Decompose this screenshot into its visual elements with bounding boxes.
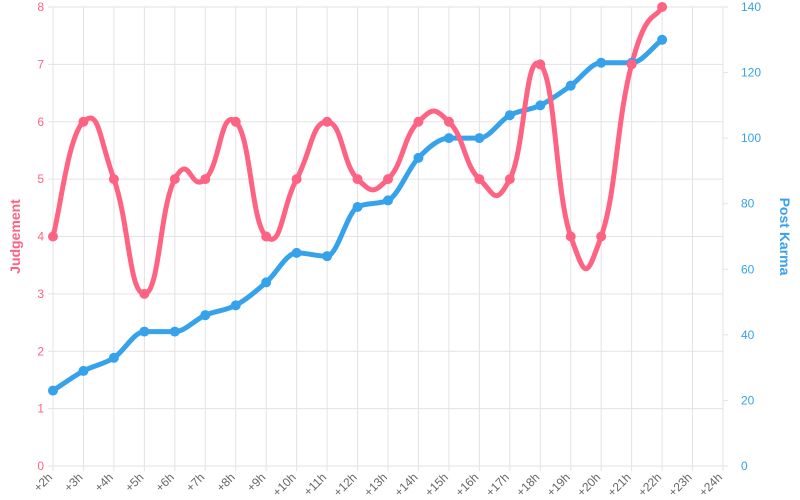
post-karma-point bbox=[657, 34, 668, 45]
x-tick-label: +7h bbox=[183, 470, 207, 494]
right-y-tick-label: 20 bbox=[741, 393, 755, 407]
post-karma-point bbox=[383, 195, 393, 206]
post-karma-point bbox=[504, 110, 515, 121]
post-karma-point bbox=[230, 300, 241, 311]
x-tick-label: +20h bbox=[574, 470, 603, 499]
x-tick-label: +13h bbox=[361, 470, 390, 499]
post-karma-point bbox=[108, 352, 119, 363]
x-tick-label: +5h bbox=[122, 470, 146, 494]
right-y-tick-label: 0 bbox=[741, 459, 748, 473]
right-y-tick-label: 40 bbox=[741, 328, 755, 342]
judgement-point bbox=[443, 116, 454, 127]
x-tick-label: +6h bbox=[153, 470, 177, 494]
judgement-point bbox=[230, 116, 241, 127]
x-tick-label: +14h bbox=[392, 470, 421, 499]
judgement-point bbox=[565, 231, 576, 242]
judgement-point bbox=[474, 174, 485, 185]
left-y-tick-label: 0 bbox=[37, 459, 44, 473]
judgement-point bbox=[78, 116, 89, 127]
judgement-point bbox=[504, 174, 515, 185]
post-karma-point bbox=[413, 152, 424, 163]
post-karma-point bbox=[169, 326, 180, 337]
right-y-tick-label: 120 bbox=[741, 66, 761, 80]
post-karma-point bbox=[596, 57, 607, 68]
post-karma-point bbox=[474, 133, 485, 144]
x-axis-ticks: +2h +3h +4h +5h +6h +7h +8h +9h +10h +11h +12h +13h… bbox=[31, 470, 725, 499]
x-tick-label: +4h bbox=[92, 470, 116, 494]
judgement-point bbox=[261, 231, 272, 242]
series-points bbox=[48, 2, 668, 396]
judgement-point bbox=[352, 174, 363, 185]
judgement-point bbox=[200, 174, 211, 185]
x-tick-label: +15h bbox=[422, 470, 451, 499]
left-y-tick-label: 1 bbox=[37, 402, 44, 416]
judgement-point bbox=[169, 174, 180, 185]
judgement-point bbox=[322, 116, 333, 127]
x-tick-label: +21h bbox=[605, 470, 634, 499]
x-tick-label: +24h bbox=[696, 470, 725, 499]
post-karma-point bbox=[78, 365, 89, 376]
right-y-axis-title: Post Karma bbox=[777, 198, 793, 276]
judgement-point bbox=[413, 116, 424, 127]
left-y-tick-label: 3 bbox=[37, 287, 44, 301]
post-karma-point bbox=[352, 201, 363, 212]
x-tick-label: +8h bbox=[214, 470, 238, 494]
left-y-tick-label: 4 bbox=[37, 230, 44, 244]
right-y-tick-label: 80 bbox=[741, 197, 755, 211]
judgement-point bbox=[657, 2, 668, 12]
judgement-point bbox=[596, 231, 607, 242]
judgement-point bbox=[383, 174, 393, 185]
post-karma-point bbox=[261, 277, 272, 288]
x-tick-label: +10h bbox=[270, 470, 299, 499]
x-tick-label: +11h bbox=[301, 470, 329, 498]
right-y-tick-label: 60 bbox=[741, 262, 755, 276]
post-karma-point bbox=[291, 247, 302, 258]
grid bbox=[48, 6, 724, 471]
post-karma-point bbox=[535, 100, 546, 111]
left-y-tick-label: 6 bbox=[37, 115, 44, 129]
x-tick-label: +17h bbox=[483, 470, 512, 499]
left-y-axis-ticks: 0 1 2 3 4 5 6 7 8 bbox=[37, 0, 44, 473]
judgement-point bbox=[139, 288, 150, 299]
post-karma-point bbox=[322, 251, 333, 262]
left-y-tick-label: 5 bbox=[37, 172, 44, 186]
judgement-point bbox=[108, 174, 119, 185]
judgement-point bbox=[48, 231, 58, 242]
left-y-axis-title: Judgement bbox=[7, 199, 23, 274]
left-y-tick-label: 8 bbox=[37, 0, 44, 14]
post-karma-point bbox=[48, 385, 58, 396]
right-y-tick-label: 100 bbox=[741, 131, 761, 145]
judgement-point bbox=[535, 59, 546, 70]
post-karma-point bbox=[139, 326, 150, 337]
x-tick-label: +2h bbox=[31, 470, 55, 494]
x-tick-label: +3h bbox=[61, 470, 85, 494]
x-tick-label: +18h bbox=[513, 470, 542, 499]
post-karma-point bbox=[565, 80, 576, 91]
left-y-tick-label: 2 bbox=[37, 344, 44, 358]
x-tick-label: +16h bbox=[452, 470, 481, 499]
right-y-axis-ticks: 0 20 40 60 80 100 120 140 bbox=[723, 0, 761, 473]
post-karma-point bbox=[200, 310, 211, 321]
x-tick-label: +19h bbox=[544, 470, 573, 499]
judgement-point bbox=[626, 59, 637, 70]
left-y-tick-label: 7 bbox=[37, 57, 44, 71]
right-y-tick-label: 140 bbox=[741, 0, 761, 14]
x-tick-label: +9h bbox=[244, 470, 268, 494]
x-tick-label: +22h bbox=[635, 470, 664, 499]
x-tick-label: +23h bbox=[666, 470, 695, 499]
x-tick-label: +12h bbox=[331, 470, 360, 499]
post-karma-point bbox=[443, 133, 454, 144]
judgement-point bbox=[291, 174, 302, 185]
